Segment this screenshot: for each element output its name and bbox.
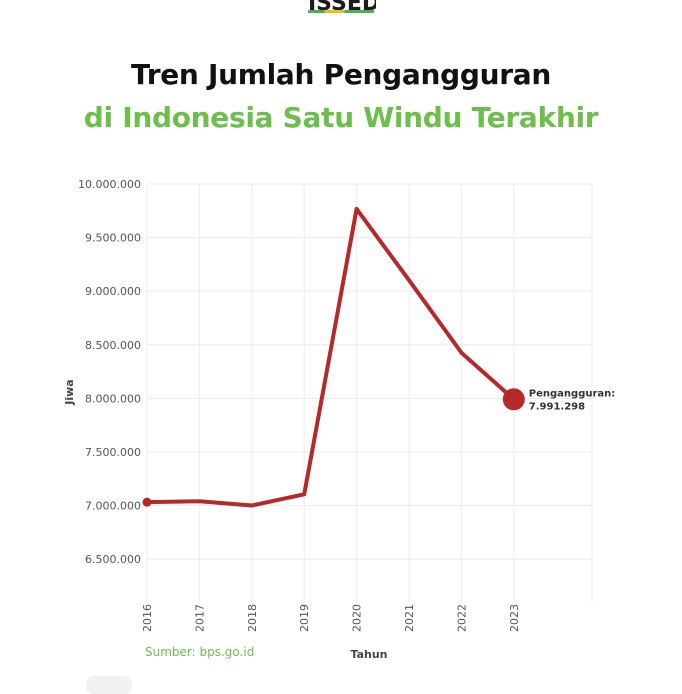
annotation-label: Pengangguran: (529, 388, 616, 399)
end-annotation: Pengangguran: 7.991.298 (529, 388, 616, 412)
source-note: Sumber: bps.go.id (145, 645, 255, 659)
y-tick-labels: 6.500.000 7.000.000 7.500.000 8.000.000 8.50… (78, 178, 141, 566)
y-tick-label: 7.500.000 (85, 446, 141, 459)
y-tick-label: 7.000.000 (85, 500, 141, 513)
x-tick-label: 2020 (351, 604, 364, 632)
y-tick-label: 9.500.000 (85, 232, 141, 245)
x-tick-label: 2021 (403, 604, 416, 632)
page-title-line-1: Tren Jumlah Pengangguran (131, 58, 551, 91)
y-tick-label: 6.500.000 (85, 553, 141, 566)
x-tick-label: 2018 (246, 604, 259, 632)
logo-stripe (308, 10, 374, 13)
x-tick-label: 2019 (298, 604, 311, 632)
y-tick-label: 10.000.000 (78, 178, 141, 191)
x-tick-label: 2023 (508, 604, 521, 632)
x-tick-labels: 2016 2017 2018 2019 2020 2021 2022 2023 (141, 604, 521, 632)
x-tick-label: 2016 (141, 604, 154, 632)
watermark-blur (86, 676, 132, 694)
x-axis-label: Tahun (350, 648, 387, 661)
y-gridlines (147, 183, 592, 560)
page-title-line-2: di Indonesia Satu Windu Terakhir (83, 101, 599, 134)
series-pengangguran (142, 206, 525, 508)
annotation-value: 7.991.298 (529, 401, 585, 412)
data-point-start (142, 497, 152, 507)
y-tick-label: 8.500.000 (85, 339, 141, 352)
x-tick-label: 2022 (455, 604, 468, 632)
y-tick-label: 8.000.000 (85, 392, 141, 405)
logo: ISSED (306, 0, 376, 16)
series-line (145, 206, 516, 508)
y-axis-label: Jiwa (63, 379, 76, 405)
y-tick-label: 9.000.000 (85, 285, 141, 298)
x-tick-label: 2017 (193, 604, 206, 632)
x-gridlines (146, 184, 593, 602)
data-point-end (502, 388, 525, 411)
